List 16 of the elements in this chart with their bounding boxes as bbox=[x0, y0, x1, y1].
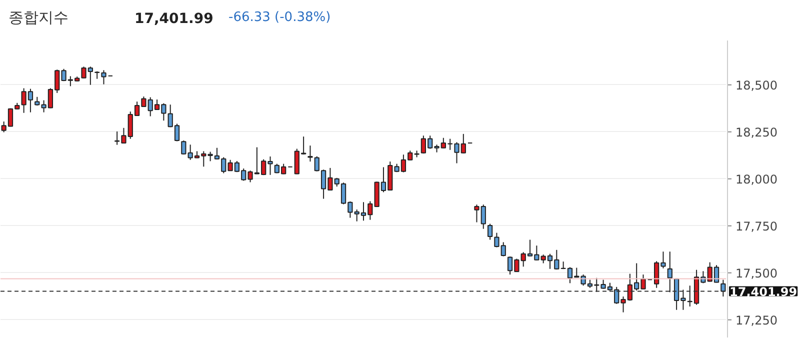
y-tick-label: 18,250 bbox=[736, 125, 778, 140]
y-tick-label: 17,750 bbox=[736, 219, 778, 234]
chart-subtitle: 17,401.99 bbox=[134, 11, 214, 27]
y-tick-label: 17,500 bbox=[736, 266, 778, 280]
y-tick-label: 17,250 bbox=[736, 313, 778, 328]
candlestick bbox=[308, 145, 313, 162]
candlestick bbox=[181, 140, 186, 155]
candlestick bbox=[667, 251, 672, 293]
ref-line-label: 17,401.99 bbox=[730, 284, 798, 299]
text: -66.33 (-0.38%) bbox=[228, 10, 331, 25]
candlestick bbox=[101, 70, 106, 85]
y-tick-label: 18,000 bbox=[736, 172, 778, 186]
y-tick-label: 18,500 bbox=[736, 78, 778, 92]
candlestick bbox=[487, 223, 493, 240]
chart-title: 종합지수 bbox=[8, 8, 68, 26]
candlestick bbox=[720, 279, 726, 298]
